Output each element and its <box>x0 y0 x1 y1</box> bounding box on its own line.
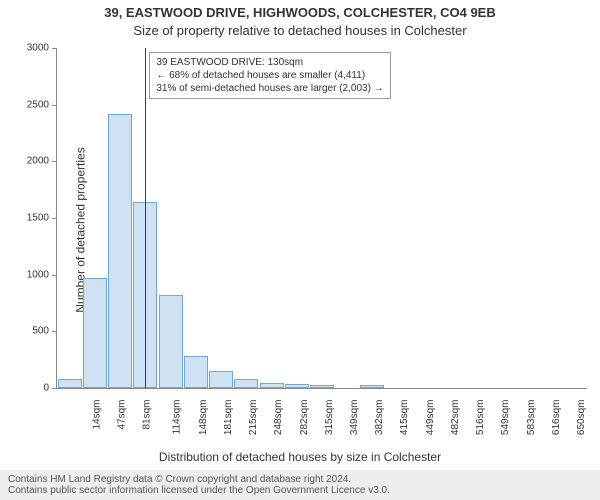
footer-line-2: Contains public sector information licen… <box>8 485 592 496</box>
x-tick-label: 616sqm <box>551 400 562 436</box>
histogram-bar <box>108 114 132 388</box>
x-tick-label: 81sqm <box>142 400 153 430</box>
annotation-line: ← 68% of detached houses are smaller (4,… <box>156 69 383 82</box>
chart-title-address: 39, EASTWOOD DRIVE, HIGHWOODS, COLCHESTE… <box>0 5 600 20</box>
x-tick-label: 14sqm <box>91 400 102 430</box>
annotation-box: 39 EASTWOOD DRIVE: 130sqm← 68% of detach… <box>149 52 390 99</box>
x-tick-label: 248sqm <box>273 400 284 436</box>
histogram-bar <box>360 385 384 388</box>
x-tick-label: 382sqm <box>374 400 385 436</box>
x-tick-label: 282sqm <box>299 400 310 436</box>
x-tick-label: 114sqm <box>172 400 183 435</box>
x-axis-label: Distribution of detached houses by size … <box>0 450 600 464</box>
histogram-bar <box>260 383 284 388</box>
annotation-line: 39 EASTWOOD DRIVE: 130sqm <box>156 56 383 69</box>
x-tick-label: 349sqm <box>349 400 360 436</box>
x-tick-label: 148sqm <box>198 400 209 436</box>
x-tick-label: 449sqm <box>425 400 436 436</box>
y-tick-label: 1500 <box>27 213 57 224</box>
histogram-bar <box>159 295 183 388</box>
annotation-line: 31% of semi-detached houses are larger (… <box>156 82 383 95</box>
chart-title-desc: Size of property relative to detached ho… <box>0 23 600 38</box>
x-tick-label: 215sqm <box>248 400 259 436</box>
histogram-bar <box>184 356 208 388</box>
histogram-bar <box>310 385 334 388</box>
histogram-bar <box>285 384 309 388</box>
histogram-bar <box>58 379 82 388</box>
footer-line-1: Contains HM Land Registry data © Crown c… <box>8 474 592 485</box>
x-tick-label: 516sqm <box>475 400 486 436</box>
histogram-bar <box>209 371 233 388</box>
histogram-bar <box>234 379 258 388</box>
x-tick-label: 583sqm <box>526 400 537 436</box>
reference-line <box>145 48 146 388</box>
x-tick-label: 650sqm <box>576 400 587 436</box>
x-tick-label: 47sqm <box>116 400 127 430</box>
y-tick-label: 2500 <box>27 99 57 110</box>
plot-area: 05001000150020002500300014sqm47sqm81sqm1… <box>56 48 587 389</box>
x-tick-label: 181sqm <box>223 400 234 436</box>
x-tick-label: 315sqm <box>324 400 335 436</box>
x-tick-label: 549sqm <box>501 400 512 436</box>
x-tick-label: 415sqm <box>400 400 411 436</box>
y-tick-label: 2000 <box>27 156 57 167</box>
chart-page: { "title_line1": "39, EASTWOOD DRIVE, HI… <box>0 0 600 500</box>
y-tick-label: 1000 <box>27 269 57 280</box>
histogram-bar <box>83 278 107 388</box>
y-tick-label: 500 <box>32 326 57 337</box>
y-tick-label: 3000 <box>27 43 57 54</box>
x-tick-label: 482sqm <box>450 400 461 436</box>
footer-attribution: Contains HM Land Registry data © Crown c… <box>0 470 600 500</box>
y-tick-label: 0 <box>43 383 57 394</box>
